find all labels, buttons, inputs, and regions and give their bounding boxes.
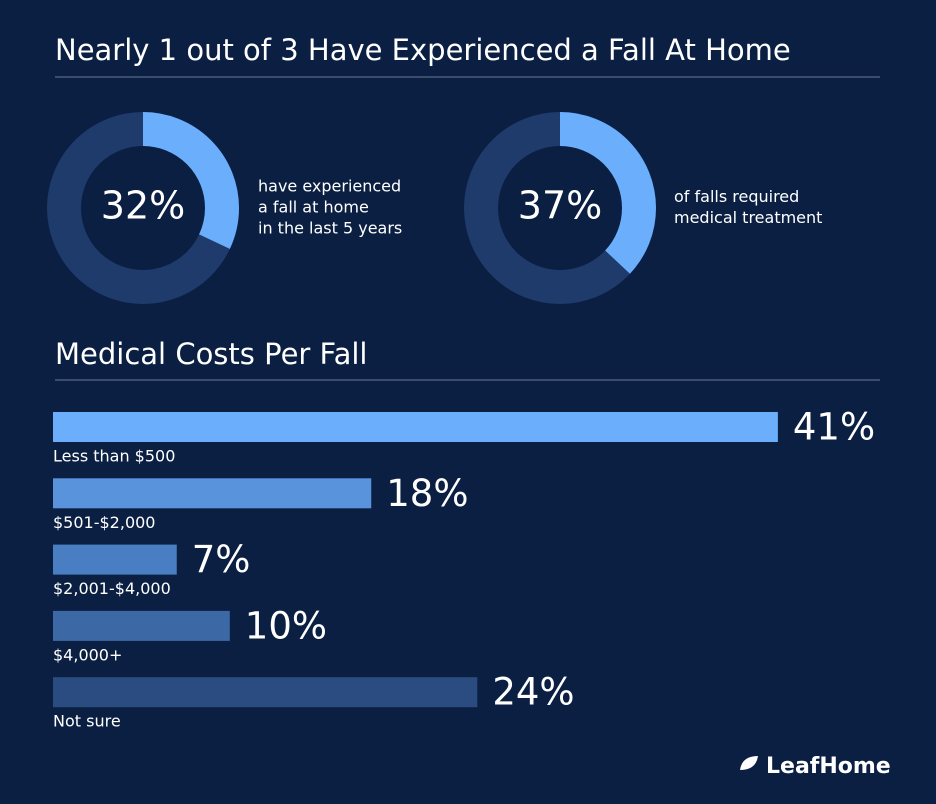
bar-value: 10% [245,604,327,647]
bar-category: $501-$2,000 [53,513,155,532]
logo-icon [740,756,758,770]
bar-title: Medical Costs Per Fall [55,337,367,371]
bar [53,478,372,509]
bar-value: 18% [386,472,468,515]
bar [53,412,778,442]
bar-category: $2,001-$4,000 [53,579,171,598]
donut-value: 37% [518,184,602,228]
donut-arc [47,112,239,304]
bar-value: 24% [492,671,574,714]
donut-caption: a fall at home [258,198,369,217]
bar [53,610,230,641]
bar-value: 41% [793,406,875,449]
donut-caption: have experienced [258,177,401,196]
donut-caption: in the last 5 years [258,219,402,238]
main-title: Nearly 1 out of 3 Have Experienced a Fal… [55,33,791,67]
bar-category: $4,000+ [53,645,122,664]
donut-arc [464,112,656,304]
donut-caption: of falls required [674,187,799,206]
bar-category: Not sure [53,712,121,731]
bar-value: 7% [192,538,251,581]
brand: LeafHome [766,754,891,779]
donut-value: 32% [101,184,185,228]
bar-category: Less than $500 [53,447,175,466]
donut-caption: medical treatment [674,208,822,227]
bar [53,677,478,708]
logo: LeafHome [740,754,891,779]
bar [53,544,177,575]
